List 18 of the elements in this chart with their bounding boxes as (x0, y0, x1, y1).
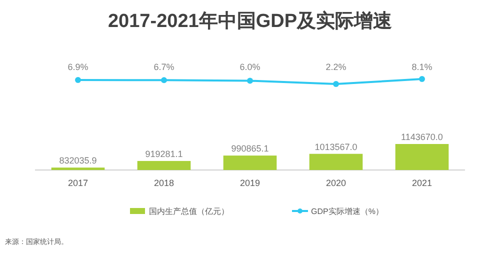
legend-label: 国内生产总值（亿元） (149, 207, 229, 216)
chart-title: 2017-2021年中国GDP及实际增速 (108, 10, 392, 32)
x-tick-label: 2018 (154, 178, 174, 188)
data-label: 1013567.0 (314, 142, 358, 152)
data-label: 6.7% (154, 62, 174, 72)
data-label: 1143670.0 (401, 132, 443, 142)
x-tick-label: 2017 (68, 178, 88, 188)
x-tick-label: 2019 (240, 178, 260, 188)
data-label: 6.0% (240, 62, 260, 72)
data-label: 919281.1 (145, 148, 183, 159)
data-label: 8.1% (412, 62, 432, 72)
data-label: 990865.1 (231, 144, 269, 154)
legend-label: GDP实际增速（%） (311, 207, 384, 216)
x-tick-label: 2020 (326, 178, 346, 188)
data-label: 6.9% (68, 62, 88, 72)
data-label: 2.2% (326, 62, 346, 72)
data-label: 832035.9 (59, 156, 97, 166)
x-tick-label: 2021 (412, 178, 432, 188)
